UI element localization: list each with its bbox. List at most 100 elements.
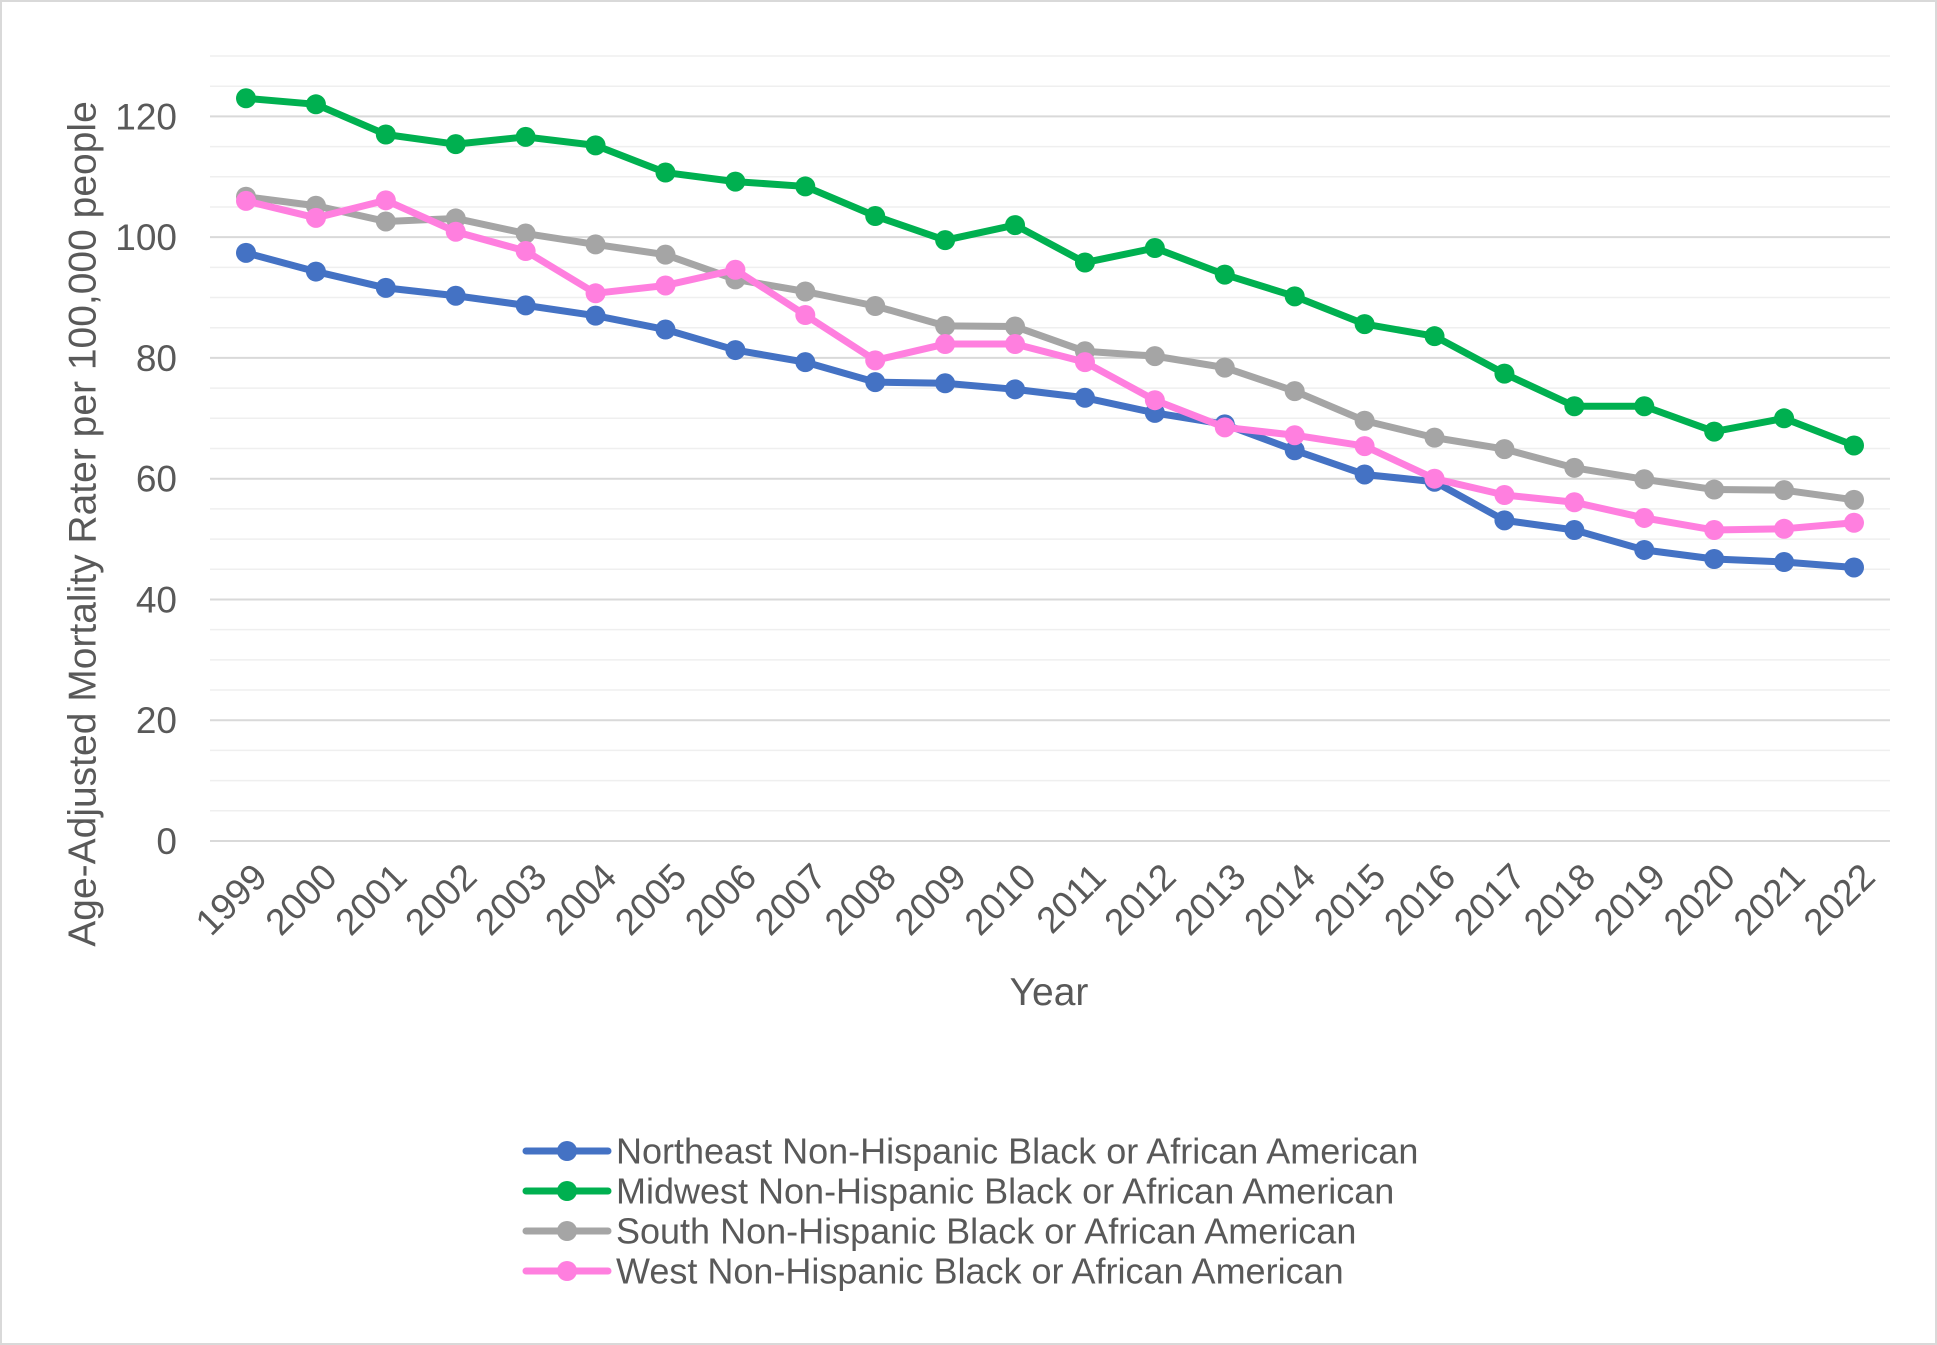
x-tick-label: 2009 <box>887 856 974 943</box>
data-point <box>655 319 676 340</box>
data-point <box>1354 410 1375 431</box>
x-tick-label: 2018 <box>1516 856 1603 943</box>
data-point <box>1005 379 1026 400</box>
data-point <box>1704 520 1725 541</box>
legend-item: West Non-Hispanic Black or African Ameri… <box>522 1251 1344 1292</box>
data-point <box>1564 396 1585 417</box>
data-point <box>1424 468 1445 489</box>
y-tick-label: 100 <box>115 217 177 258</box>
x-tick-label: 2000 <box>258 856 345 943</box>
data-point <box>585 234 606 255</box>
y-axis-ticks: 0 20 40 60 80 100 120 <box>115 96 177 862</box>
data-point <box>1564 492 1585 513</box>
data-point <box>725 259 746 280</box>
data-point <box>236 242 256 263</box>
data-point <box>1074 387 1095 408</box>
x-tick-label: 2002 <box>397 856 484 943</box>
series-2 <box>236 88 1864 456</box>
x-tick-label: 2011 <box>1029 856 1114 941</box>
data-point <box>515 241 536 262</box>
x-tick-label: 2007 <box>747 856 834 943</box>
data-point <box>655 244 676 265</box>
data-point <box>305 261 326 282</box>
data-point <box>1424 326 1445 347</box>
data-point <box>1284 440 1305 461</box>
legend: Northeast Non-Hispanic Black or African … <box>522 1131 1418 1292</box>
data-point <box>1214 357 1235 378</box>
legend-label: West Non-Hispanic Black or African Ameri… <box>616 1251 1344 1292</box>
y-tick-label: 20 <box>136 700 177 741</box>
data-point <box>515 295 536 316</box>
series-line <box>242 196 1858 534</box>
data-point <box>1074 252 1095 273</box>
data-point <box>585 283 606 304</box>
data-point <box>1354 436 1375 457</box>
data-point <box>1214 264 1235 285</box>
x-tick-label: 2001 <box>327 856 414 943</box>
legend-marker <box>557 1261 577 1281</box>
x-tick-label: 2022 <box>1796 856 1883 943</box>
data-point <box>795 281 816 302</box>
legend-marker <box>557 1221 577 1241</box>
series-line <box>242 249 1858 571</box>
data-point <box>375 190 396 211</box>
data-point <box>1284 425 1305 446</box>
legend-marker <box>557 1181 577 1201</box>
data-point <box>795 305 816 326</box>
data-point <box>1144 238 1165 259</box>
series-line <box>242 193 1858 504</box>
series-1 <box>236 242 1864 578</box>
data-point <box>655 275 676 296</box>
x-tick-label: 2013 <box>1166 856 1253 943</box>
data-point <box>1354 314 1375 335</box>
data-point <box>1005 316 1026 337</box>
series-4 <box>236 190 1864 541</box>
x-tick-label: 2015 <box>1306 856 1393 943</box>
data-point <box>725 340 746 361</box>
data-point <box>236 190 256 211</box>
data-point <box>1494 484 1515 505</box>
data-point <box>1704 479 1725 500</box>
x-tick-label: 2017 <box>1446 856 1533 943</box>
data-point <box>795 352 816 373</box>
data-point <box>375 124 396 145</box>
x-axis-ticks: 1999200020012002200320042005200620072008… <box>188 856 1883 943</box>
data-point <box>236 88 256 109</box>
legend-label: Northeast Non-Hispanic Black or African … <box>616 1131 1418 1172</box>
data-point <box>1494 363 1515 384</box>
data-point <box>1284 286 1305 307</box>
data-point <box>1774 480 1795 501</box>
data-point <box>1144 390 1165 411</box>
data-point <box>1494 510 1515 531</box>
data-point <box>1634 539 1655 560</box>
data-point <box>795 176 816 197</box>
data-point <box>655 162 676 183</box>
data-point <box>1704 421 1725 442</box>
y-tick-label: 60 <box>136 459 177 500</box>
data-point <box>1564 457 1585 478</box>
legend-item: South Non-Hispanic Black or African Amer… <box>522 1211 1356 1252</box>
data-point <box>1844 435 1864 456</box>
legend-item: Northeast Non-Hispanic Black or African … <box>522 1131 1418 1172</box>
x-tick-label: 2005 <box>607 856 694 943</box>
data-point <box>865 372 886 393</box>
data-point <box>305 94 326 115</box>
data-point <box>585 305 606 326</box>
y-tick-label: 0 <box>156 821 177 862</box>
data-point <box>445 285 466 306</box>
data-point <box>515 223 536 244</box>
data-point <box>1774 552 1795 573</box>
data-point <box>1774 408 1795 429</box>
data-point <box>445 221 466 242</box>
data-point <box>1214 417 1235 438</box>
legend-item: Midwest Non-Hispanic Black or African Am… <box>522 1171 1394 1212</box>
data-point <box>585 135 606 156</box>
data-point <box>1774 518 1795 539</box>
legend-label: South Non-Hispanic Black or African Amer… <box>616 1211 1356 1252</box>
gridlines <box>210 55 1890 842</box>
data-point <box>865 206 886 227</box>
data-point <box>1144 346 1165 367</box>
data-series <box>236 88 1864 578</box>
x-tick-label: 2012 <box>1096 856 1183 943</box>
